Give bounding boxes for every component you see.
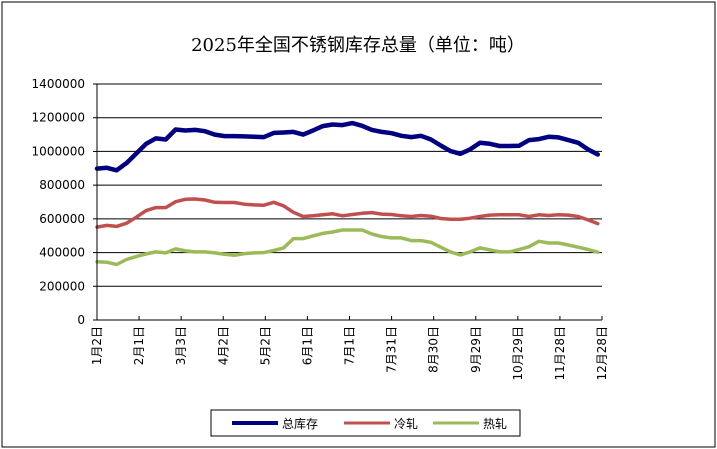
x-tick-label: 1月2日 xyxy=(90,326,104,365)
y-tick-label: 600000 xyxy=(39,212,85,226)
y-tick-label: 0 xyxy=(77,313,85,327)
x-tick-label: 5月2日 xyxy=(258,326,272,365)
y-tick-label: 200000 xyxy=(39,279,85,293)
series-line-0 xyxy=(94,120,601,173)
y-tick-label: 1000000 xyxy=(32,144,85,158)
x-tick-label: 11月28日 xyxy=(553,326,567,381)
x-tick-label: 3月3日 xyxy=(174,326,188,365)
x-tick-label: 7月31日 xyxy=(385,326,399,373)
legend-label: 热轧 xyxy=(483,417,507,431)
x-tick-label: 9月29日 xyxy=(469,326,483,373)
y-tick-label: 1400000 xyxy=(32,77,85,91)
x-tick-label: 8月30日 xyxy=(427,326,441,373)
x-tick-label: 10月29日 xyxy=(511,326,525,381)
series-line-1 xyxy=(95,197,600,229)
y-tick-label: 1200000 xyxy=(32,111,85,125)
x-tick-label: 12月28日 xyxy=(595,326,609,381)
legend-label: 总库存 xyxy=(282,416,318,431)
x-tick-label: 6月1日 xyxy=(300,326,314,365)
x-tick-label: 2月1日 xyxy=(132,326,146,365)
x-tick-label: 4月2日 xyxy=(216,326,230,365)
series-line-2 xyxy=(95,228,600,267)
legend: 总库存 冷轧 热轧 xyxy=(210,409,521,437)
y-tick-label: 800000 xyxy=(39,178,85,192)
y-tick-label: 400000 xyxy=(39,246,85,260)
x-tick-label: 7月1日 xyxy=(343,326,357,365)
legend-label: 冷轧 xyxy=(394,417,418,431)
chart-title: 2025年全国不锈钢库存总量（单位：吨） xyxy=(191,35,525,56)
